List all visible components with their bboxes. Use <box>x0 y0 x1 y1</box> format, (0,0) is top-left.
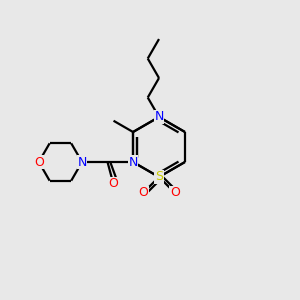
Text: O: O <box>138 186 148 200</box>
Text: N: N <box>154 110 164 124</box>
Text: N: N <box>128 155 138 169</box>
Text: S: S <box>155 170 163 184</box>
Text: O: O <box>170 186 180 200</box>
Text: N: N <box>77 155 87 169</box>
Text: O: O <box>34 155 44 169</box>
Text: O: O <box>108 177 118 190</box>
